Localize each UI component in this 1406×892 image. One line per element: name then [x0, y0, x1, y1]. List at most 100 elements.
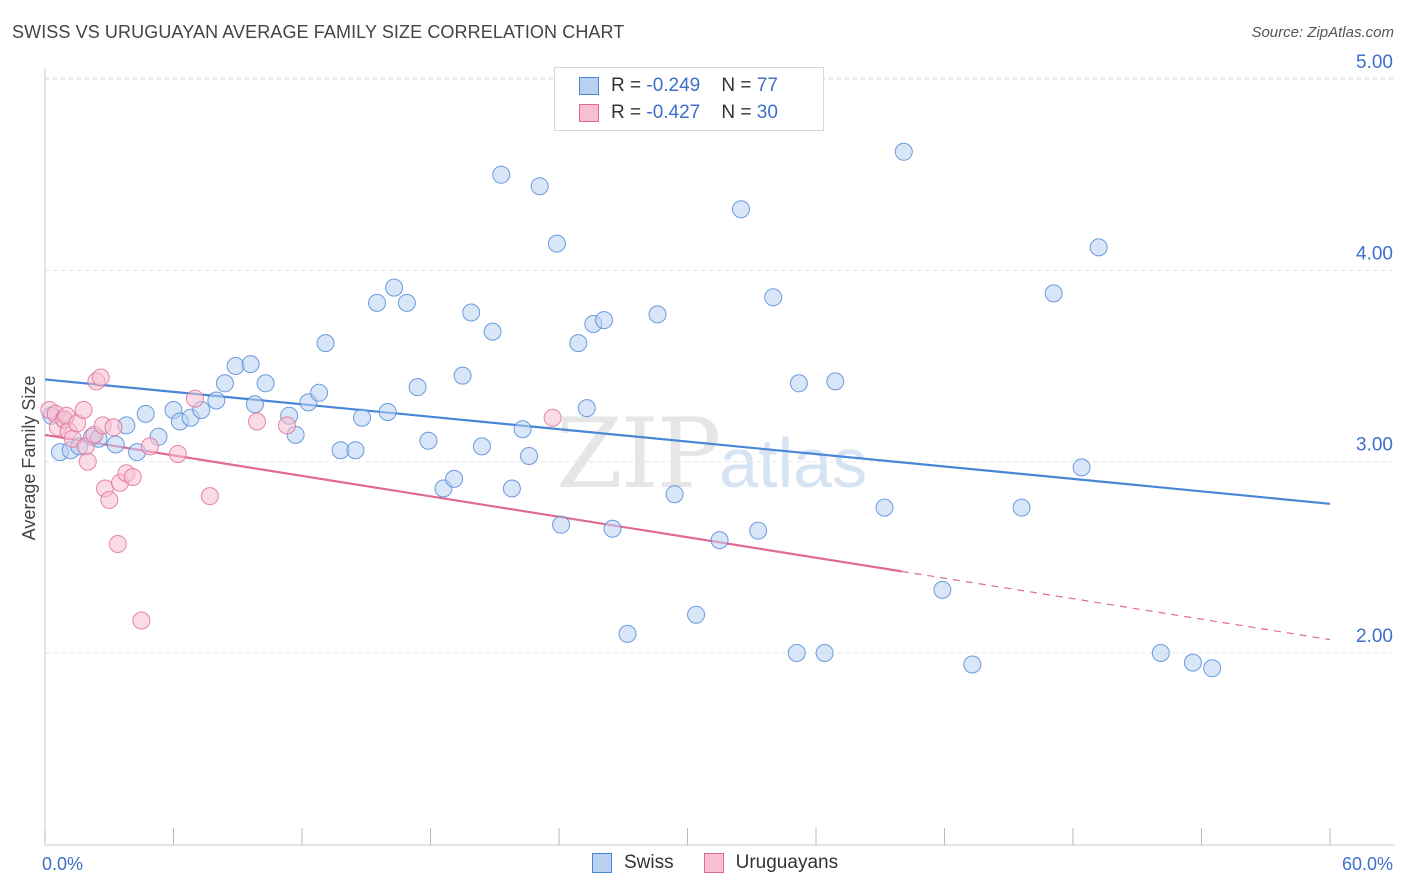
swiss-point[interactable]: [207, 391, 226, 410]
uruguayans-point[interactable]: [74, 401, 93, 419]
uruguayans-point[interactable]: [543, 408, 562, 427]
swiss-point[interactable]: [453, 366, 472, 385]
swiss-point[interactable]: [933, 580, 952, 599]
swiss-n-label: N =: [721, 75, 757, 96]
swiss-point[interactable]: [1072, 458, 1091, 477]
swiss-point[interactable]: [687, 605, 706, 624]
uruguayans-point[interactable]: [108, 535, 127, 553]
swiss-point[interactable]: [346, 441, 365, 460]
swiss-point[interactable]: [378, 403, 397, 421]
swiss-point[interactable]: [226, 357, 245, 375]
y-axis-label: Average Family Size: [19, 376, 39, 541]
swiss-point[interactable]: [256, 374, 275, 393]
trendline-extension-1: [901, 570, 1331, 641]
swiss-point[interactable]: [1012, 498, 1031, 517]
swiss-legend-label: Swiss: [624, 852, 674, 873]
uruguayans-point[interactable]: [168, 445, 187, 463]
uruguayans-r-label: R =: [611, 102, 647, 123]
x-tick-label: 0.0%: [42, 854, 83, 874]
swiss-point[interactable]: [1203, 659, 1222, 678]
uruguayans-swatch: [579, 104, 599, 122]
swiss-point[interactable]: [875, 498, 894, 517]
swiss-r-label: R =: [611, 75, 647, 96]
data-points: [40, 142, 1222, 678]
swiss-point[interactable]: [1183, 653, 1202, 672]
swiss-point[interactable]: [826, 372, 845, 391]
uruguayans-point[interactable]: [140, 437, 159, 456]
uruguayans-point[interactable]: [185, 389, 204, 408]
swiss-point[interactable]: [408, 378, 427, 397]
uruguayans-point[interactable]: [78, 452, 97, 471]
axes: [44, 68, 1395, 846]
swiss-r-value: -0.249: [646, 75, 701, 96]
uruguayans-point[interactable]: [248, 412, 266, 431]
swiss-point[interactable]: [368, 293, 386, 312]
uruguayans-legend-swatch: [703, 853, 724, 873]
swiss-point[interactable]: [648, 305, 667, 324]
swiss-point[interactable]: [894, 142, 913, 161]
x-tick-label: 60.0%: [1342, 854, 1393, 874]
swiss-point[interactable]: [603, 519, 622, 538]
swiss-point[interactable]: [310, 383, 329, 402]
swiss-point[interactable]: [815, 644, 834, 662]
uruguayans-legend-label: Uruguayans: [735, 852, 839, 873]
swiss-point[interactable]: [595, 311, 613, 330]
swiss-point[interactable]: [710, 531, 729, 550]
swiss-point[interactable]: [963, 655, 982, 674]
swiss-point[interactable]: [1151, 644, 1170, 662]
uruguayans-point[interactable]: [91, 368, 110, 387]
swiss-point[interactable]: [136, 404, 155, 423]
uruguayans-point[interactable]: [100, 491, 119, 509]
y-tick-label: 2.00: [1356, 626, 1393, 647]
swiss-point[interactable]: [483, 322, 502, 341]
swiss-point[interactable]: [502, 479, 521, 498]
swiss-point[interactable]: [732, 200, 750, 219]
swiss-point[interactable]: [106, 435, 125, 454]
swiss-point[interactable]: [385, 278, 404, 297]
swiss-point[interactable]: [241, 355, 260, 374]
uruguayans-n-value: 30: [756, 102, 778, 123]
y-tick-labels: 2.00 3.00 4.00 5.00: [1356, 52, 1393, 647]
swiss-point[interactable]: [787, 644, 806, 662]
watermark: ZIPatlas: [556, 398, 867, 510]
swiss-point[interactable]: [569, 334, 588, 353]
swiss-point[interactable]: [397, 293, 416, 312]
swiss-point[interactable]: [419, 431, 438, 450]
swiss-point[interactable]: [749, 521, 768, 540]
swiss-point[interactable]: [618, 624, 637, 643]
legend-item-uruguayans[interactable]: Uruguayans: [703, 852, 839, 874]
swiss-swatch: [579, 77, 599, 95]
source-label: Source: ZipAtlas.com: [1251, 24, 1394, 41]
swiss-point[interactable]: [520, 447, 538, 465]
uruguayans-point[interactable]: [123, 468, 142, 486]
swiss-point[interactable]: [547, 234, 566, 253]
swiss-point[interactable]: [492, 165, 511, 184]
swiss-point[interactable]: [552, 515, 571, 534]
swiss-point[interactable]: [316, 334, 335, 353]
swiss-point[interactable]: [445, 469, 464, 488]
legend-row-uruguayans: R = -0.427 N = 30: [579, 101, 778, 125]
swiss-point[interactable]: [472, 437, 491, 456]
swiss-point[interactable]: [665, 485, 684, 504]
trendline-0: [44, 378, 1331, 505]
correlation-legend: R = -0.249 N = 77 R = -0.427 N = 30: [554, 67, 824, 131]
swiss-point[interactable]: [1089, 238, 1108, 257]
y-tick-label: 3.00: [1356, 435, 1393, 456]
swiss-point[interactable]: [215, 374, 234, 393]
swiss-point[interactable]: [1044, 284, 1063, 303]
swiss-point[interactable]: [513, 420, 532, 439]
swiss-point[interactable]: [353, 408, 371, 427]
swiss-point[interactable]: [577, 399, 596, 418]
legend-item-swiss[interactable]: Swiss: [592, 852, 674, 874]
swiss-point[interactable]: [789, 374, 808, 393]
swiss-point[interactable]: [764, 288, 783, 307]
swiss-point[interactable]: [530, 177, 549, 196]
swiss-point[interactable]: [462, 303, 481, 322]
swiss-point[interactable]: [245, 395, 264, 414]
uruguayans-point[interactable]: [132, 611, 151, 630]
uruguayans-point[interactable]: [200, 487, 219, 506]
uruguayans-point[interactable]: [278, 416, 296, 435]
uruguayans-point[interactable]: [104, 418, 123, 437]
swiss-legend-swatch: [592, 853, 612, 873]
